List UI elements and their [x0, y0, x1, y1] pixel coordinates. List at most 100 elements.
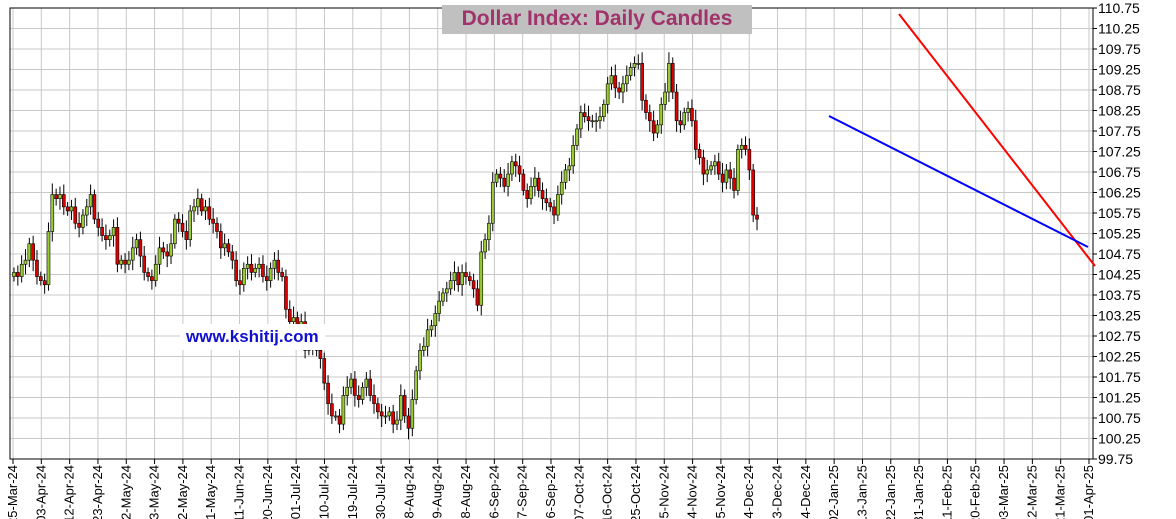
candle-body: [291, 317, 296, 322]
candle: [245, 256, 250, 280]
x-tick-label: 03-Apr-24: [33, 465, 48, 519]
candle-body: [173, 218, 177, 245]
candle-body: [736, 149, 740, 191]
candle: [349, 373, 353, 395]
candle: [77, 212, 81, 238]
candle-body: [567, 165, 572, 171]
candle-body: [23, 259, 28, 265]
watermark-url: www.kshitij.com: [180, 324, 325, 350]
candle-body: [533, 177, 537, 187]
candle: [724, 164, 729, 190]
candle-body: [379, 411, 384, 417]
candle: [280, 267, 284, 282]
candle-body: [456, 272, 461, 286]
x-tick-label: 20-Feb-25: [968, 465, 983, 519]
candle-body: [100, 227, 104, 236]
candle-body: [376, 403, 380, 413]
candle: [203, 199, 208, 220]
candle-body: [58, 194, 62, 199]
candle-body: [249, 263, 254, 273]
candle: [456, 266, 461, 292]
candle: [602, 99, 606, 122]
candle-body: [747, 149, 752, 171]
candle: [337, 408, 342, 434]
candle: [701, 149, 706, 186]
x-tick-label: 07-Oct-24: [571, 465, 586, 519]
candle-body: [628, 67, 633, 76]
candle-body: [50, 194, 55, 232]
candle: [540, 182, 545, 210]
candle-body: [150, 276, 154, 281]
candle-body: [196, 198, 200, 208]
candle-body: [517, 165, 522, 175]
candle: [219, 223, 223, 259]
candle-body: [502, 177, 507, 187]
candle-body: [590, 120, 595, 123]
candle: [686, 101, 690, 122]
candle-body: [84, 206, 89, 216]
candle-body: [130, 247, 135, 261]
candle: [609, 66, 614, 90]
candle-body: [579, 112, 583, 130]
candle: [747, 138, 752, 180]
candle: [376, 397, 380, 419]
candle-body: [724, 169, 729, 183]
candle-body: [65, 206, 70, 212]
candle: [659, 97, 664, 134]
candle-body: [410, 399, 415, 429]
chart-title: Dollar Index: Daily Candles: [461, 7, 733, 30]
candle-body: [399, 395, 403, 421]
candle-body: [61, 194, 66, 208]
candle-body: [529, 186, 533, 199]
x-tick-label: 08-Aug-24: [401, 465, 416, 519]
candle-body: [475, 288, 480, 306]
candle-body: [42, 280, 47, 286]
candle-body: [739, 145, 744, 150]
candle: [58, 186, 62, 210]
candle: [716, 152, 721, 180]
candle-body: [755, 214, 759, 220]
candle-body: [69, 206, 74, 212]
candle-body: [234, 259, 238, 281]
candle-body: [169, 243, 173, 257]
candle-body: [153, 263, 158, 281]
candle-body: [345, 386, 350, 396]
candle-body: [693, 120, 698, 150]
candle: [368, 370, 372, 402]
candle-body: [617, 87, 621, 93]
candle-body: [525, 190, 530, 199]
y-tick-label: 99.75: [1098, 451, 1133, 467]
candle: [234, 251, 238, 287]
candle: [395, 411, 399, 431]
y-tick-label: 103.75: [1098, 287, 1141, 303]
y-tick-label: 104.25: [1098, 267, 1141, 283]
candle-body: [215, 222, 219, 232]
candle: [42, 273, 47, 294]
candle: [720, 162, 725, 193]
candle-body: [88, 194, 93, 208]
candle-body: [264, 276, 269, 281]
chart-title-box: Dollar Index: Daily Candles: [442, 5, 752, 34]
x-tick-label: 02-May-24: [118, 465, 133, 519]
candle: [636, 54, 641, 70]
x-tick-label: 28-Aug-24: [458, 465, 473, 519]
candle: [586, 105, 591, 131]
candle: [506, 162, 510, 197]
candle: [406, 407, 411, 440]
candle-body: [663, 91, 667, 105]
y-tick-label: 107.25: [1098, 144, 1141, 160]
candle-body: [448, 280, 453, 290]
candle-body: [624, 75, 629, 85]
candle-body: [697, 149, 702, 158]
candle-body: [257, 263, 261, 269]
candle-body: [548, 202, 553, 208]
y-axis-labels: 110.75 110.25 109.75 109.25 108.75 108.25 107.…: [1098, 0, 1141, 467]
candle-body: [12, 272, 16, 277]
candle-body: [433, 313, 438, 327]
x-tick-label: 31-May-24: [203, 465, 218, 519]
candle-body: [636, 63, 641, 65]
candle-body: [444, 288, 449, 294]
candle: [437, 291, 441, 322]
candle-body: [356, 395, 361, 400]
candle: [215, 217, 219, 239]
